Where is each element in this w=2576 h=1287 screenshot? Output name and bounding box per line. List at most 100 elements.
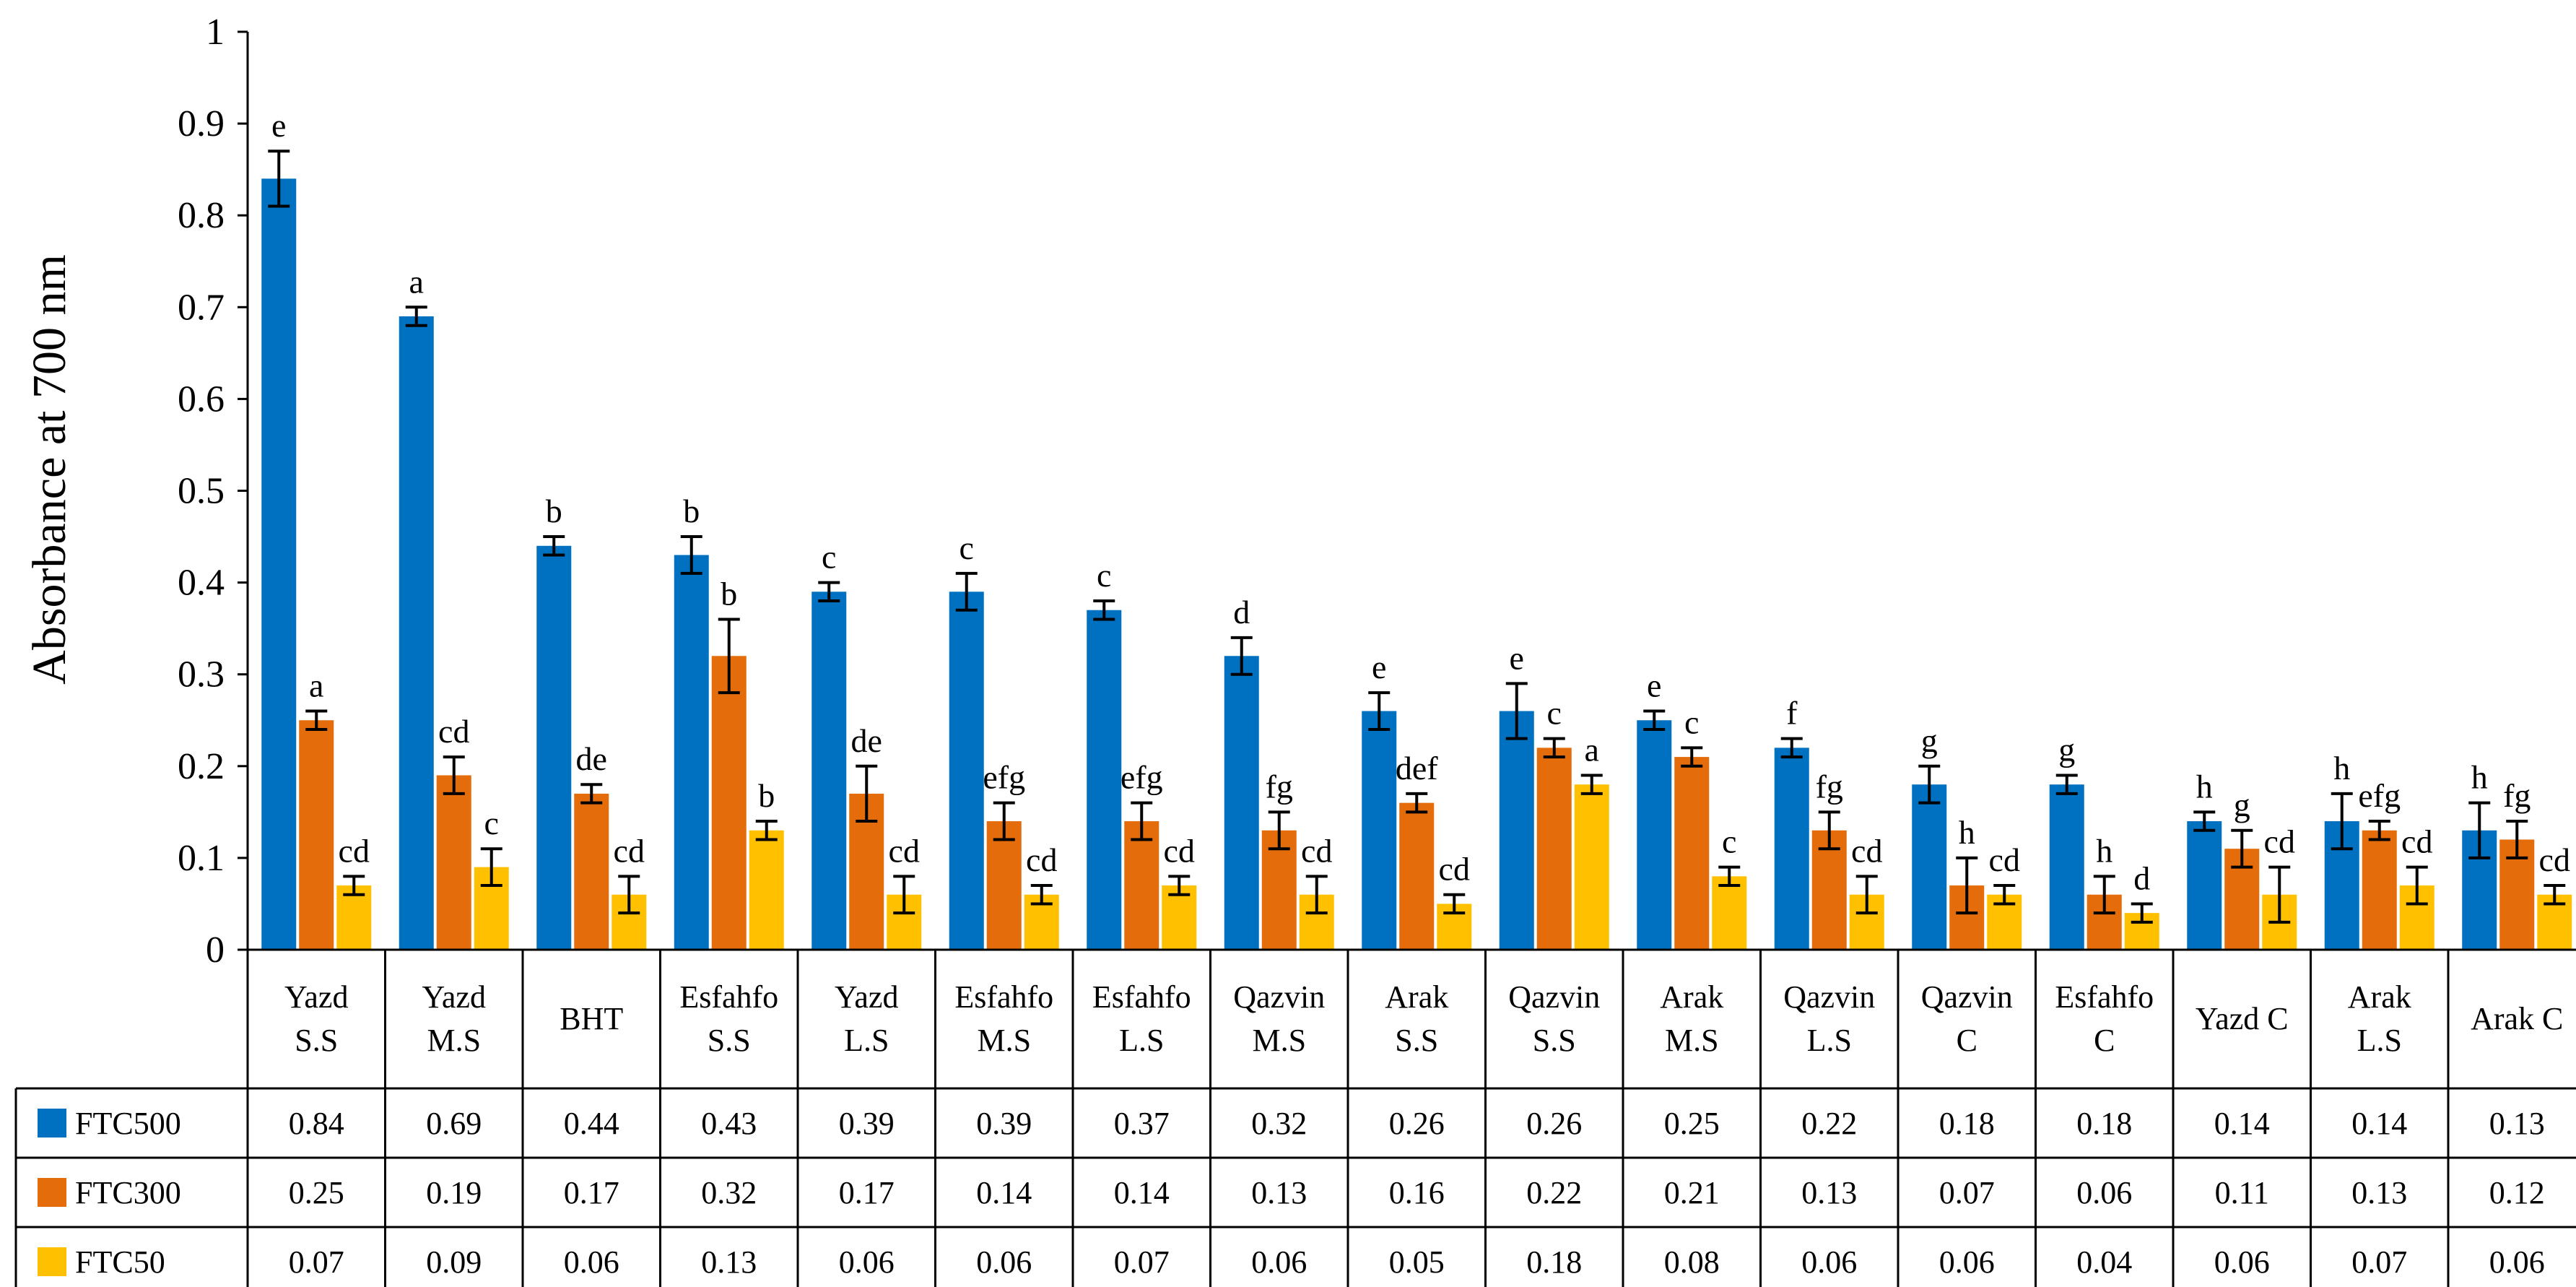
table-cell-value: 0.06: [1801, 1244, 1857, 1280]
bar-ftc50: [1712, 876, 1747, 950]
significance-letter: cd: [1026, 841, 1057, 878]
significance-letter: cd: [1851, 832, 1882, 869]
table-cell-value: 0.13: [1801, 1175, 1857, 1210]
table-cell-value: 0.18: [1526, 1244, 1582, 1280]
bar-ftc300: [1674, 757, 1710, 950]
table-cell-value: 0.14: [1114, 1175, 1170, 1210]
table-cell-value: 0.09: [426, 1244, 482, 1280]
table-cell-value: 0.18: [1939, 1106, 1995, 1141]
table-cell-value: 0.13: [2351, 1175, 2407, 1210]
table-cell-value: 0.08: [1664, 1244, 1720, 1280]
table-cell-value: 0.14: [976, 1175, 1032, 1210]
category-label: M.S: [1665, 1023, 1719, 1058]
significance-letter: cd: [889, 832, 920, 869]
bar-ftc300: [1536, 748, 1572, 950]
y-tick-label: 0.5: [178, 471, 225, 512]
category-label: Esfahfo: [679, 979, 778, 1015]
significance-letter: b: [721, 575, 737, 612]
bar-ftc500: [1912, 784, 1947, 950]
bar-ftc500: [1774, 748, 1809, 950]
significance-letter: g: [2058, 732, 2075, 768]
significance-letter: cd: [2264, 823, 2295, 860]
category-label: S.S: [1395, 1023, 1438, 1058]
significance-letter: a: [409, 263, 424, 300]
significance-letter: def: [1396, 750, 1438, 786]
bar-ftc500: [399, 316, 434, 950]
category-label: S.S: [1533, 1023, 1576, 1058]
table-cell-value: 0.39: [976, 1106, 1032, 1141]
significance-letter: d: [2133, 859, 2150, 896]
significance-letter: b: [758, 777, 775, 814]
plot-area: eacdacdcbdecdbbbcdecdcefgcdcefgcddfgcded…: [261, 107, 2572, 950]
y-tick-label: 0.3: [178, 654, 225, 696]
table-cell-value: 0.07: [2351, 1244, 2407, 1280]
bar-ftc50: [1162, 885, 1197, 950]
significance-letter: c: [960, 529, 974, 566]
y-tick-label: 0.2: [178, 746, 225, 787]
table-cell-value: 0.26: [1389, 1106, 1445, 1141]
table-cell-value: 0.06: [976, 1244, 1032, 1280]
table-cell-value: 0.37: [1114, 1106, 1170, 1141]
table-cell-value: 0.17: [839, 1175, 895, 1210]
table-cell-value: 0.11: [2215, 1175, 2269, 1210]
significance-letter: d: [1233, 594, 1250, 630]
category-label: BHT: [560, 1001, 623, 1036]
significance-letter: a: [309, 667, 323, 704]
significance-letter: h: [2096, 832, 2112, 869]
category-label: C: [1957, 1023, 1977, 1058]
category-label: C: [2094, 1023, 2115, 1058]
y-tick-label: 0.6: [178, 378, 225, 420]
y-axis: 0 0.1 0.2 0.3 0.4 0.5 0.6 0.7 0.8 0.9 1: [178, 12, 249, 971]
table-cell-value: 0.18: [2076, 1106, 2132, 1141]
bar-ftc50: [749, 830, 784, 950]
category-label: Qazvin: [1233, 979, 1325, 1015]
significance-letter: h: [1959, 814, 1975, 851]
bar-ftc500: [261, 178, 297, 950]
data-table: Yazd S.S Yazd M.S BHT Esfahfo S.S Yazd L.S Esfahf…: [14, 948, 2576, 1287]
significance-letter: efg: [983, 759, 1025, 796]
bar-ftc50: [336, 885, 372, 950]
significance-letter: f: [1786, 695, 1798, 732]
y-tick-label: 1: [206, 12, 225, 53]
bar-ftc500: [1362, 711, 1397, 950]
category-label: Esfahfo: [2055, 979, 2154, 1015]
bar-ftc500: [674, 555, 709, 950]
table-cell-value: 0.21: [1664, 1175, 1720, 1210]
significance-letter: e: [1647, 667, 1661, 704]
table-cell-value: 0.06: [1251, 1244, 1307, 1280]
category-label: Arak: [1385, 979, 1448, 1015]
legend-key-ftc300: [38, 1178, 66, 1207]
table-cell-value: 0.06: [2076, 1175, 2132, 1210]
bar-ftc500: [949, 592, 984, 950]
category-label: Yazd: [835, 979, 898, 1015]
table-cell-value: 0.12: [2489, 1175, 2545, 1210]
significance-letter: cd: [614, 832, 645, 869]
bar-ftc500: [1224, 656, 1259, 950]
significance-letter: cd: [1301, 832, 1332, 869]
category-label: L.S: [2357, 1023, 2402, 1058]
y-tick-label: 0: [206, 930, 225, 971]
significance-letter: b: [683, 493, 700, 529]
significance-letter: e: [1372, 649, 1386, 685]
table-cell-value: 0.69: [426, 1106, 482, 1141]
category-label: Yazd: [422, 979, 486, 1015]
table-cell-value: 0.05: [1389, 1244, 1445, 1280]
table-cell-value: 0.25: [289, 1175, 344, 1210]
category-label: S.S: [295, 1023, 338, 1058]
table-cell-value: 0.44: [564, 1106, 619, 1141]
significance-letter: cd: [2401, 823, 2432, 860]
table-cell-value: 0.22: [1801, 1106, 1857, 1141]
significance-letter: cd: [1164, 832, 1195, 869]
table-cell-value: 0.25: [1664, 1106, 1720, 1141]
significance-letter: e: [1510, 639, 1524, 676]
significance-letter: e: [271, 107, 286, 144]
significance-letter: fg: [1816, 768, 1843, 805]
significance-letter: efg: [1121, 759, 1163, 796]
bar-ftc300: [436, 775, 471, 950]
significance-letter: c: [1097, 557, 1111, 594]
bar-ftc500: [1499, 711, 1534, 950]
significance-letter: b: [546, 493, 562, 529]
table-cell-value: 0.06: [2214, 1244, 2270, 1280]
category-label: Arak C: [2471, 1001, 2563, 1036]
